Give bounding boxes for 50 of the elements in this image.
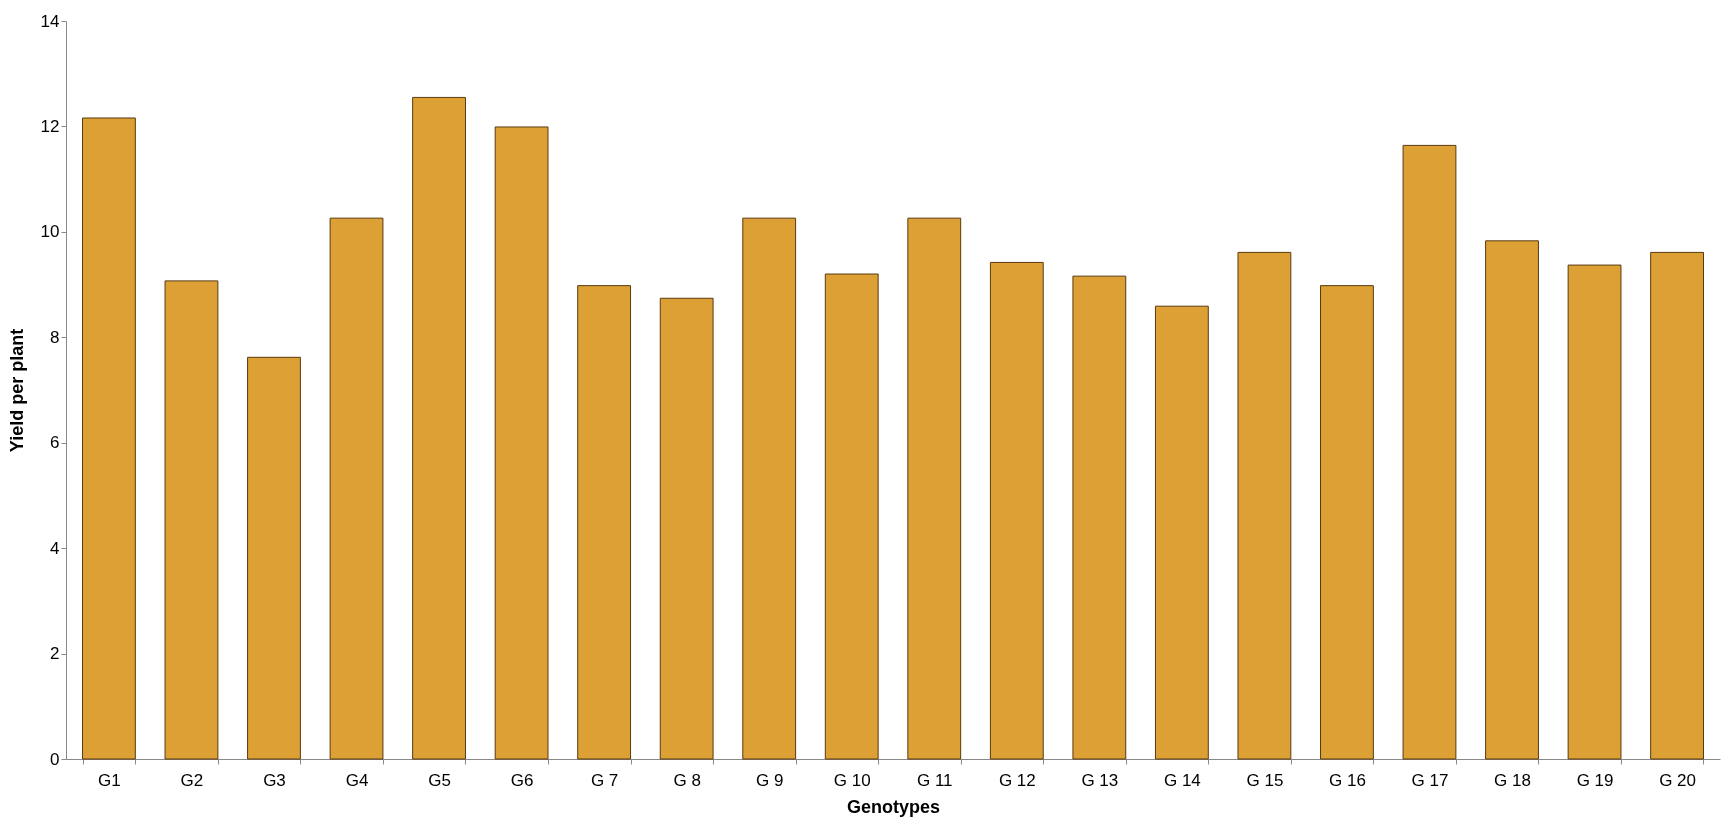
bar: [164, 280, 219, 760]
bar: [1154, 305, 1209, 760]
bar: [577, 285, 632, 760]
x-tick-label: G 13: [1081, 770, 1119, 790]
y-tick-label: 10: [40, 222, 60, 242]
y-tick-label: 2: [50, 644, 60, 664]
bar: [1072, 275, 1127, 760]
x-tick-label: G 15: [1246, 770, 1284, 790]
x-tick-label: G1: [98, 770, 121, 790]
y-tick-label: 12: [40, 116, 60, 136]
bar: [824, 273, 879, 760]
x-tick-label: G 20: [1659, 770, 1697, 790]
bar: [907, 217, 962, 760]
bar: [412, 96, 466, 760]
bar: [989, 261, 1044, 760]
x-tick-label: G 16: [1329, 770, 1366, 790]
x-tick-label: G 8: [673, 770, 701, 790]
y-tick-label: 4: [50, 538, 60, 558]
x-tick-label: G5: [428, 770, 451, 790]
bar: [1237, 251, 1292, 760]
y-tick-label: 14: [40, 11, 60, 31]
bar: [1650, 251, 1704, 760]
x-tick-label: G6: [510, 770, 534, 790]
x-tick-label: G 17: [1411, 770, 1449, 790]
bar: [82, 117, 136, 760]
bar: [329, 217, 384, 760]
y-tick-label: 6: [50, 433, 60, 453]
x-tick-label: G 12: [998, 770, 1036, 790]
x-tick-label: G 19: [1576, 770, 1614, 790]
x-tick-label: G 11: [916, 770, 953, 790]
x-tick-label: G 18: [1494, 770, 1531, 790]
bar: [247, 356, 301, 760]
bar: [1402, 144, 1457, 760]
x-axis-title: Genotypes: [846, 796, 941, 817]
bar: [494, 126, 549, 760]
x-tick-label: G 9: [755, 770, 784, 790]
x-tick-label: G2: [180, 770, 204, 790]
y-tick-label: 8: [50, 327, 60, 347]
y-axis-title: Yield per plant: [6, 328, 27, 453]
bar: [1320, 285, 1374, 760]
x-tick-label: G 7: [590, 770, 619, 790]
x-tick-label: G 14: [1163, 770, 1201, 790]
x-tick-label: G4: [345, 770, 369, 790]
x-tick-label: G3: [263, 770, 286, 790]
bar: [1485, 240, 1539, 760]
y-tick-label: 0: [50, 749, 60, 769]
bar: [659, 297, 714, 760]
bar: [1567, 264, 1622, 760]
bar: [742, 217, 797, 760]
x-tick-label: G 10: [833, 770, 871, 790]
